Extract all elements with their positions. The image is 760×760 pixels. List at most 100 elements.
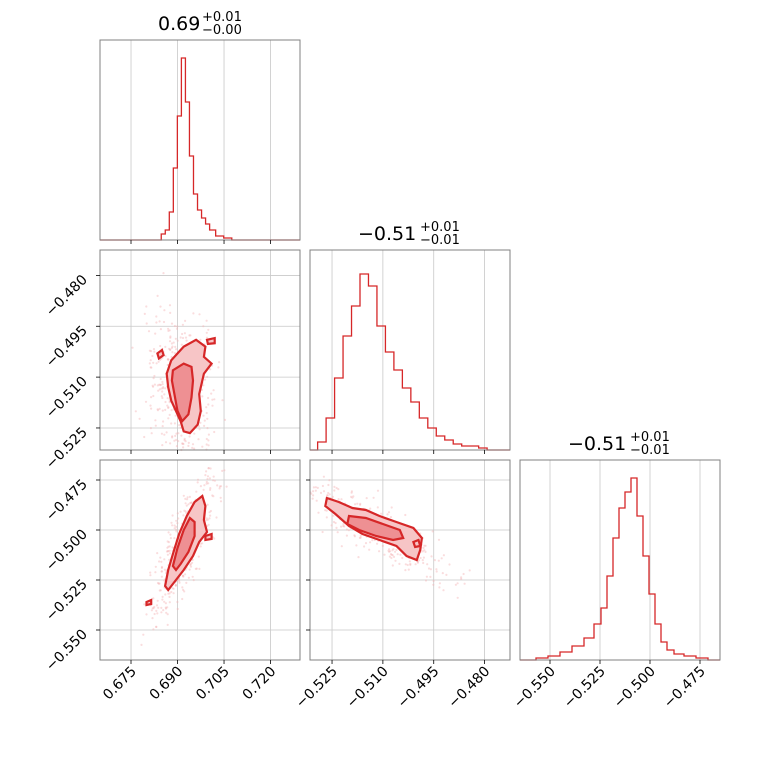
sample-point [164,408,167,411]
sample-point [161,396,164,400]
param-title-plus-1: +0.01 [420,220,460,235]
sample-point [160,611,163,614]
sample-point [171,587,174,590]
sample-point [167,531,170,534]
sample-point [312,494,315,497]
sample-point [164,387,167,390]
sample-point [152,385,155,388]
sample-point [184,510,187,513]
sample-point [167,406,170,409]
sample-point [333,489,336,492]
sample-point [437,559,440,562]
sample-point [192,579,195,582]
sample-point [208,477,211,480]
sample-point [179,336,182,339]
sample-point [164,593,167,596]
sample-point [390,553,393,556]
y-tick-label: −0.500 [43,527,91,575]
y-tick-label: −0.510 [43,374,91,422]
sample-point [325,516,328,519]
sample-point [199,542,202,545]
contour-island [412,538,422,549]
sample-point [380,512,383,515]
sample-point [211,398,214,401]
sample-point [134,410,137,413]
sample-point [152,628,155,631]
sample-point [170,346,173,349]
sample-point [363,545,366,548]
sample-point [211,494,214,497]
sample-point [159,377,162,381]
sample-point [168,601,171,604]
sample-point [355,544,358,547]
sample-point [205,443,208,446]
sample-point [356,502,359,505]
sample-point [183,332,186,335]
sample-point [175,432,178,435]
sample-point [391,554,394,557]
sample-point [172,341,175,344]
sample-point [197,425,201,428]
sample-point [365,497,368,500]
sample-point [169,537,172,540]
sample-point [335,486,338,490]
sample-point [161,595,164,599]
sample-point [149,571,152,574]
sample-point [156,409,160,412]
sample-point [163,568,166,571]
sample-point [166,358,169,361]
sample-point [391,549,394,552]
sample-point [196,481,199,484]
sample-point [206,477,209,481]
x-tick-label: 0.690 [147,664,187,704]
sample-point [182,446,185,449]
sample-point [333,485,336,488]
sample-point [205,517,208,520]
sample-point [155,625,158,629]
sample-point [168,347,171,350]
sample-point [199,485,202,488]
sample-point [430,555,433,558]
sample-point [167,592,170,595]
sample-point [432,583,435,586]
sample-point [153,605,156,609]
sample-point [359,503,362,506]
sample-point [392,555,396,559]
sample-point [351,496,354,499]
sample-point [425,575,428,578]
sample-point [173,537,176,540]
sample-point [460,577,463,581]
sample-point [161,409,164,412]
sample-point [151,607,154,610]
sample-point [171,345,174,348]
sample-point [203,484,206,487]
sample-point [177,517,180,520]
sample-point [175,519,178,522]
sample-point [209,514,212,517]
sample-point [207,467,210,470]
sample-point [150,350,153,353]
sample-point [152,348,156,351]
sample-point [142,633,145,636]
sample-point [429,575,432,579]
sample-point [209,509,212,513]
sample-point [199,545,202,548]
sample-point [180,343,183,346]
sample-point [155,362,158,365]
sample-point [160,606,163,610]
sample-point [314,486,317,489]
sample-point [195,567,198,570]
sample-point [160,560,163,563]
x-tick-label: −0.495 [395,664,443,712]
sample-point [407,568,410,571]
panel-0-0 [130,40,271,240]
x-tick-label: −0.510 [344,664,392,712]
sample-point [164,441,168,444]
sample-point [421,550,424,553]
sample-point [156,599,159,602]
sample-point [170,422,173,425]
sample-point [165,611,168,614]
sample-point [429,568,432,571]
sample-point [424,544,427,547]
sample-point [178,424,181,427]
